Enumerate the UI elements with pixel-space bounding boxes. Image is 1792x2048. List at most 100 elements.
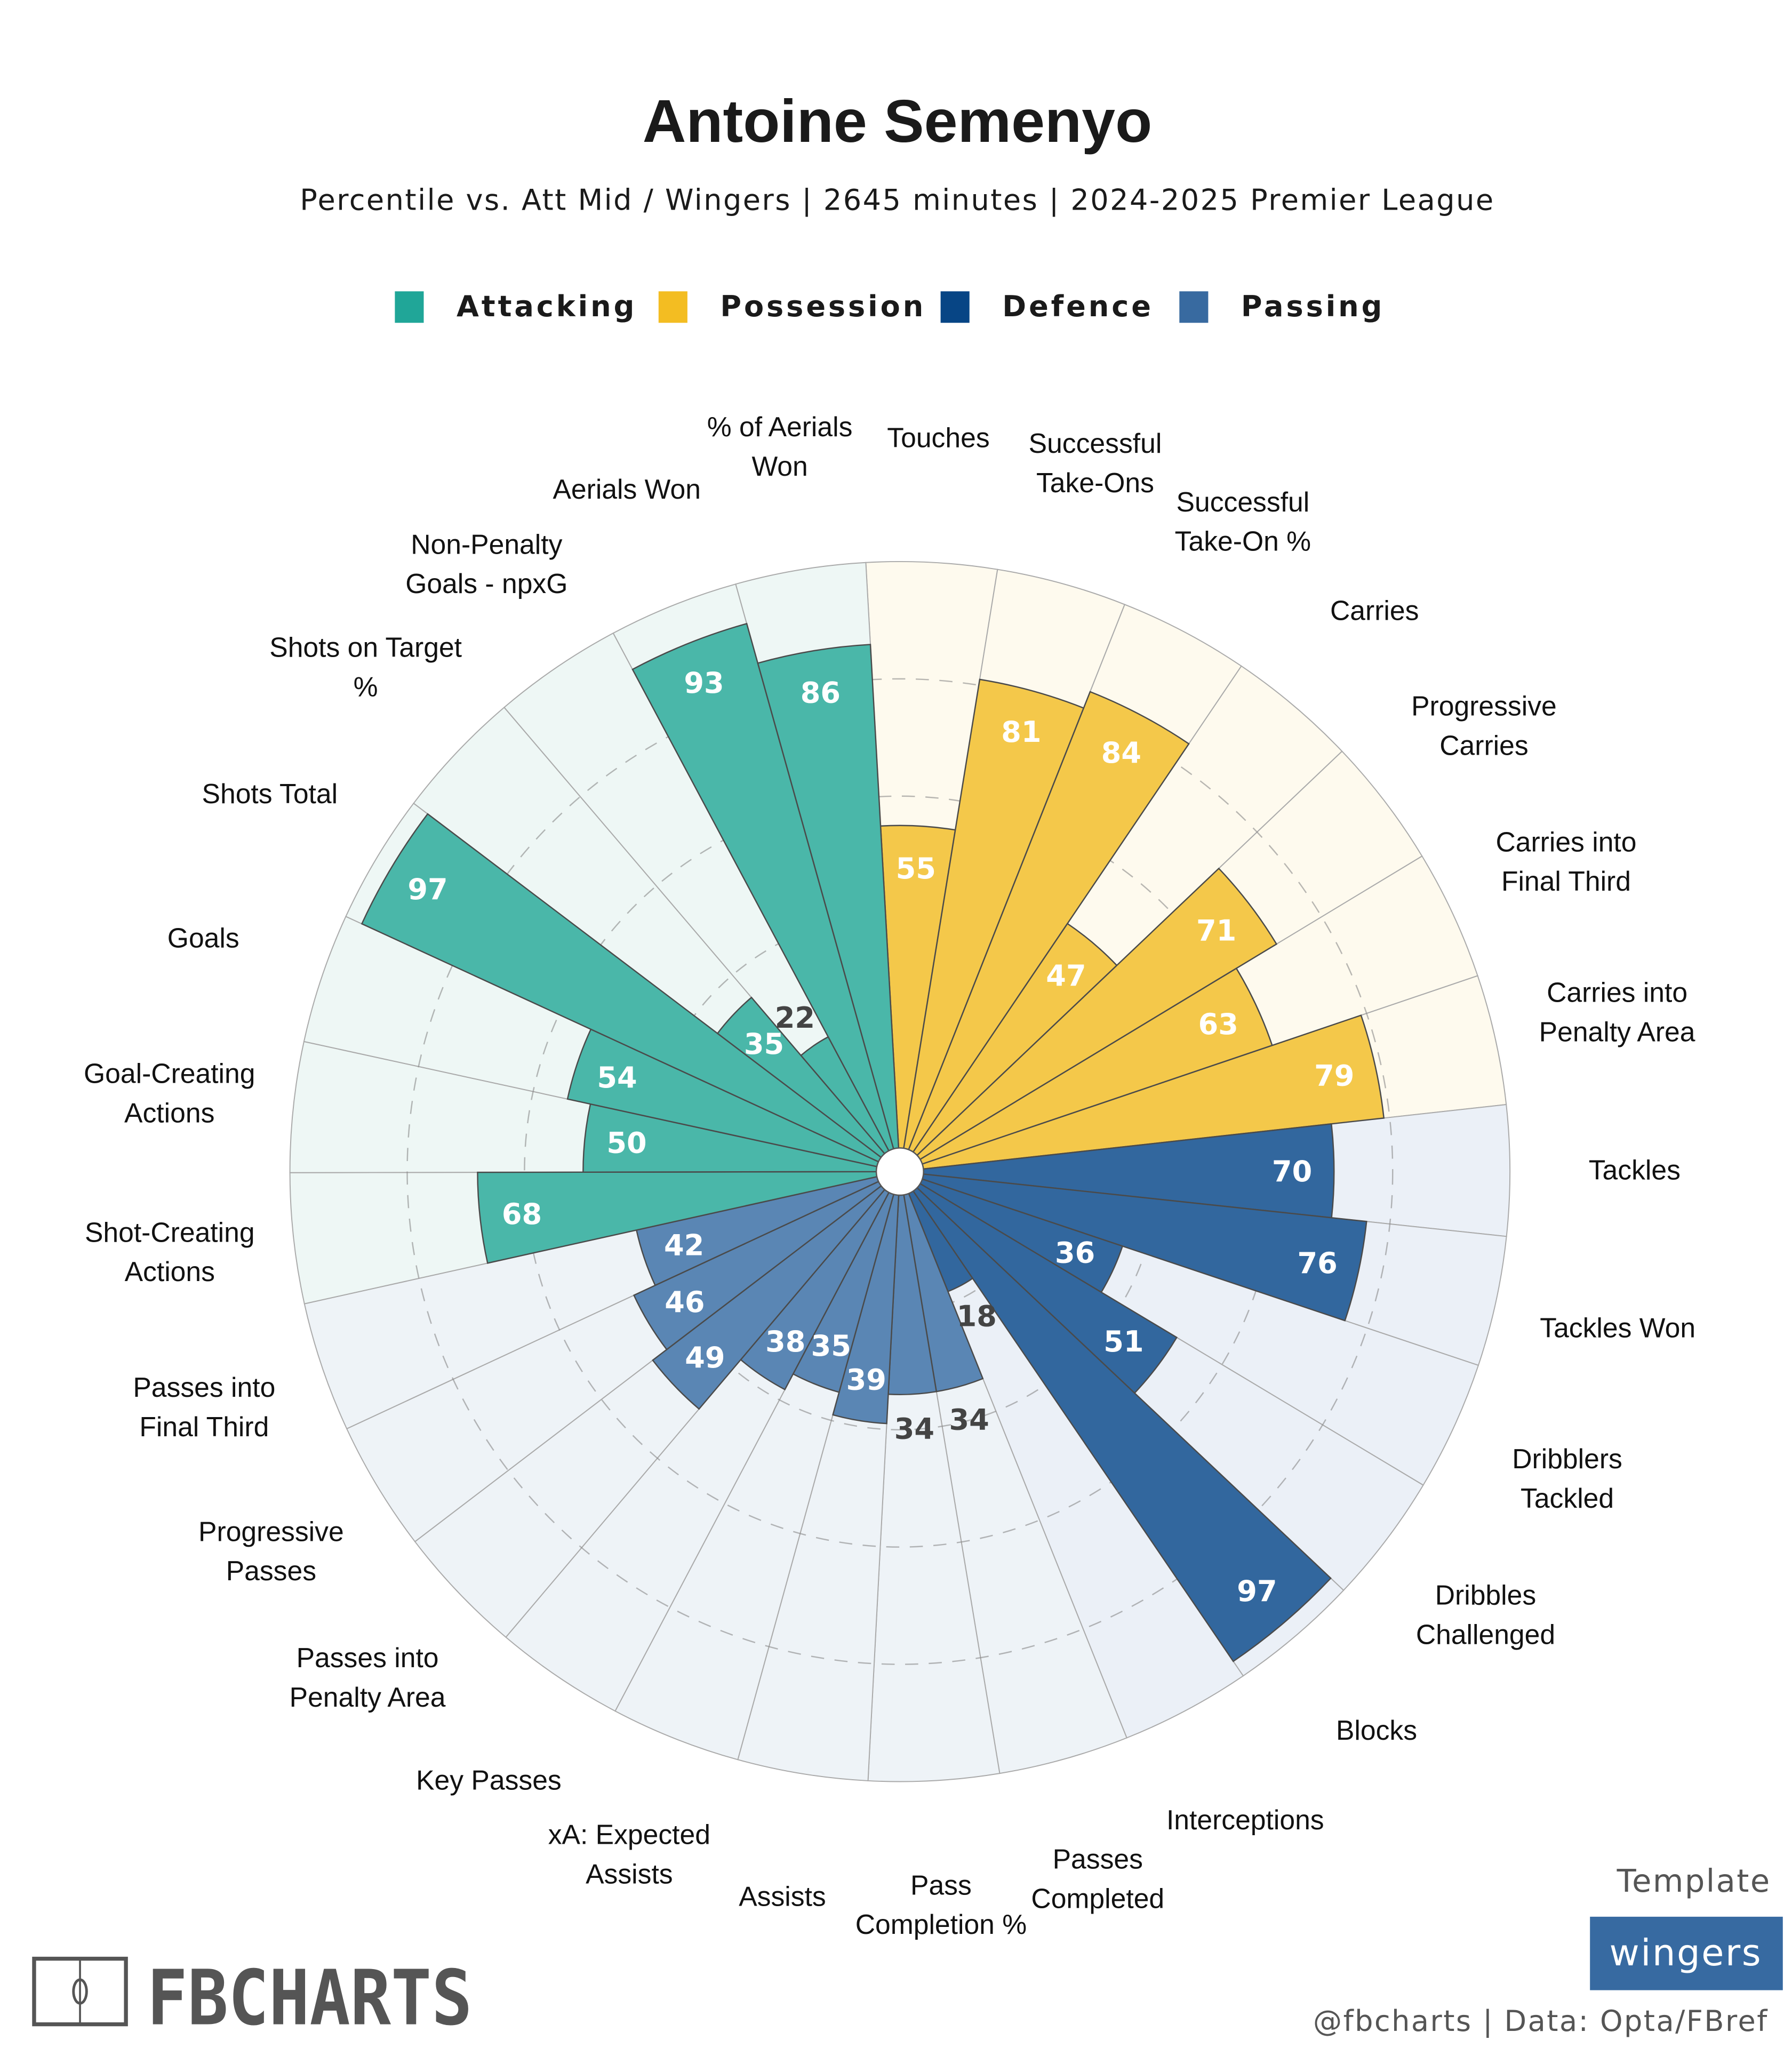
grid-circle-80 — [406, 678, 1394, 1665]
category-label-line: Aerials Won — [553, 474, 700, 505]
bars — [361, 622, 1385, 1662]
category-label-goals: Goals — [167, 922, 239, 953]
category-label-line: Completed — [1031, 1883, 1164, 1914]
category-label-key-passes: Key Passes — [416, 1764, 562, 1795]
chart-subtitle: Percentile vs. Att Mid / Wingers | 2645 … — [300, 183, 1494, 217]
value-label-carries: 47 — [1046, 959, 1086, 993]
value-label-key-passes: 38 — [765, 1325, 805, 1358]
category-label-line: Blocks — [1336, 1715, 1417, 1746]
category-label-line: % of Aerials — [707, 411, 853, 442]
legend: Attacking Possession Defence Passing — [395, 290, 1385, 323]
value-label-interceptions: 18 — [957, 1300, 997, 1333]
category-label-line: Tackled — [1521, 1483, 1614, 1514]
category-label-line: Carries — [1330, 595, 1419, 626]
category-label-line: Touches — [887, 422, 989, 453]
category-label-shot-creating-actions: Shot-Creating Actions — [85, 1217, 255, 1287]
category-label-line: Passes into — [133, 1372, 275, 1403]
category-label-pass-completion: Pass Completion % — [855, 1869, 1027, 1940]
category-label-line: Carries — [1439, 730, 1528, 761]
category-label-successful-take-on: Successful Take-On % — [1175, 486, 1311, 557]
category-label-line: Passes — [226, 1555, 316, 1586]
category-label-line: Final Third — [139, 1411, 269, 1442]
value-label-tackles: 70 — [1272, 1155, 1312, 1188]
value-label-carries-into-final-third: 63 — [1198, 1007, 1238, 1041]
legend-swatch-possession — [658, 291, 687, 323]
category-label-line: Assists — [739, 1881, 826, 1912]
value-label-passes-into-penalty-area: 49 — [685, 1341, 725, 1374]
category-label-line: Penalty Area — [290, 1682, 446, 1713]
category-label-non-penalty-goals-npxg: Non-Penalty Goals - npxG — [405, 529, 567, 599]
value-label-aerials-won: 93 — [684, 666, 724, 700]
value-label-shot-creating-actions: 68 — [502, 1197, 542, 1231]
category-label-line: Goals - npxG — [405, 568, 567, 599]
category-label-line: Shot-Creating — [85, 1217, 255, 1247]
category-label-progressive-carries: Progressive Carries — [1411, 690, 1557, 761]
category-label-touches: Touches — [887, 422, 989, 453]
category-label-line: Won — [751, 451, 807, 482]
legend-label-defence: Defence — [1002, 290, 1154, 323]
value-label-passes-completed: 34 — [949, 1403, 989, 1437]
template-badge — [1590, 1916, 1783, 1990]
category-label-line: Passes into — [297, 1642, 439, 1673]
template-label: Template — [1617, 1862, 1771, 1899]
chart-title: Antoine Semenyo — [643, 87, 1152, 155]
category-label-tackles: Tackles — [1589, 1154, 1681, 1185]
center-hole — [875, 1147, 924, 1196]
fbcharts-logo: FBCHARTS — [32, 1954, 473, 2043]
category-labels: Touches Successful Take-Ons Successful Take-… — [84, 411, 1695, 1940]
category-label-carries-into-final-third: Carries into Final Third — [1495, 826, 1636, 897]
category-label-line: Dribbles — [1435, 1580, 1536, 1611]
value-label-successful-take-on: 84 — [1101, 736, 1141, 770]
category-label-interceptions: Interceptions — [1166, 1804, 1324, 1835]
category-label-carries-into-penalty-area: Carries into Penalty Area — [1539, 977, 1695, 1047]
category-label-progressive-passes: Progressive Passes — [198, 1516, 344, 1586]
category-label-line: xA: Expected — [548, 1819, 710, 1850]
category-label-aerials-won: Aerials Won — [553, 474, 700, 505]
category-label-blocks: Blocks — [1336, 1715, 1417, 1746]
logo-text: FBCHARTS — [147, 1954, 472, 2043]
value-label-of-aerials-won: 86 — [801, 676, 841, 710]
category-label-line: Carries into — [1547, 977, 1687, 1008]
value-label-assists: 39 — [846, 1363, 886, 1397]
category-label-line: Goal-Creating — [84, 1058, 255, 1089]
value-label-touches: 55 — [896, 852, 936, 885]
legend-swatch-attacking — [395, 291, 424, 323]
category-label-line: Completion % — [855, 1909, 1027, 1940]
category-label-line: Progressive — [198, 1516, 344, 1547]
value-label-shots-on-target: 35 — [744, 1027, 784, 1061]
data-credit: @fbcharts | Data: Opta/FBref — [1313, 2004, 1769, 2038]
value-label-tackles-won: 76 — [1297, 1246, 1337, 1280]
value-label-blocks: 97 — [1237, 1574, 1277, 1608]
category-label-line: Actions — [124, 1097, 214, 1128]
value-label-progressive-passes: 46 — [665, 1285, 705, 1319]
category-label-successful-take-ons: Successful Take-Ons — [1029, 428, 1162, 498]
category-label-passes-completed: Passes Completed — [1031, 1844, 1164, 1914]
value-label-pass-completion: 34 — [894, 1412, 934, 1446]
value-label-non-penalty-goals-npxg: 22 — [775, 1001, 815, 1035]
category-label-assists: Assists — [739, 1881, 826, 1912]
value-label-dribbles-challenged: 51 — [1103, 1325, 1143, 1358]
category-label-line: Tackles Won — [1540, 1313, 1695, 1343]
legend-label-passing: Passing — [1241, 290, 1385, 323]
value-label-goal-creating-actions: 50 — [606, 1126, 646, 1160]
category-label-tackles-won: Tackles Won — [1540, 1313, 1695, 1343]
category-label-carries: Carries — [1330, 595, 1419, 626]
category-label-line: Final Third — [1501, 866, 1631, 897]
value-label-passes-into-final-third: 42 — [664, 1229, 704, 1262]
category-label-line: Pass — [910, 1869, 972, 1900]
category-label-of-aerials-won: % of Aerials Won — [707, 411, 853, 482]
category-label-line: Shots Total — [202, 778, 338, 809]
category-label-line: Successful — [1177, 486, 1310, 517]
category-label-line: Dribblers — [1512, 1443, 1622, 1474]
value-label-xa-expected-assists: 35 — [811, 1329, 851, 1363]
category-label-dribbles-challenged: Dribbles Challenged — [1416, 1580, 1555, 1650]
category-label-shots-total: Shots Total — [202, 778, 338, 809]
category-label-line: Assists — [586, 1858, 673, 1889]
category-label-line: Actions — [125, 1256, 215, 1287]
category-label-line: Non-Penalty — [411, 529, 562, 559]
value-label-progressive-carries: 71 — [1196, 914, 1236, 948]
legend-label-possession: Possession — [720, 290, 926, 323]
legend-swatch-passing — [1179, 291, 1209, 323]
value-label-shots-total: 97 — [407, 873, 447, 906]
